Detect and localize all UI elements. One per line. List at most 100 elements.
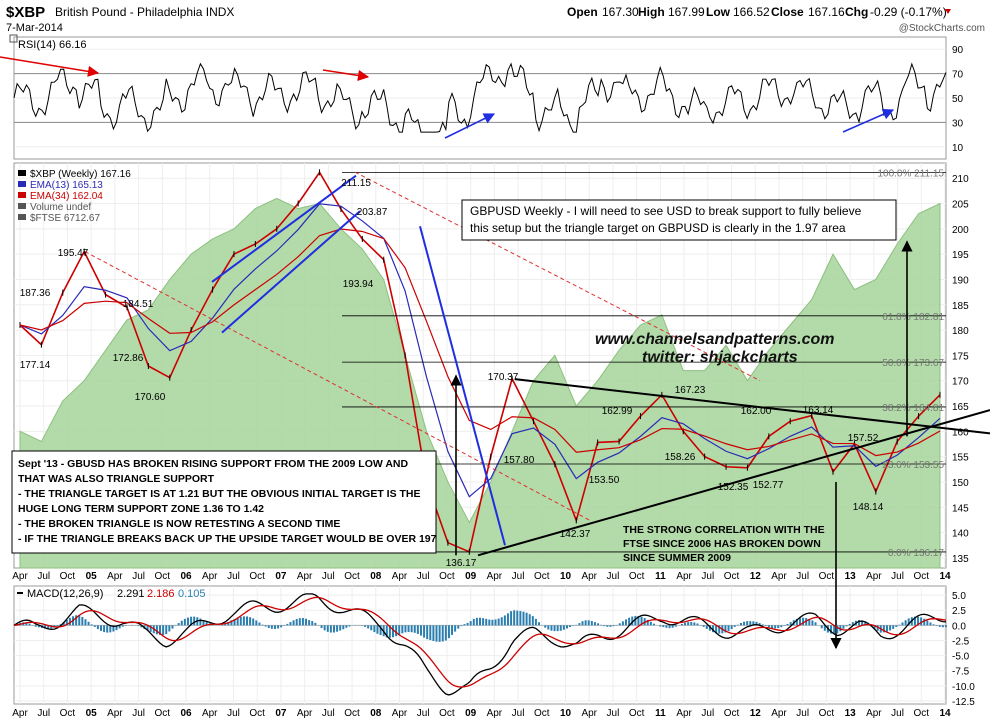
symbol-title: $XBP [6,4,45,21]
macd-value-1: 2.291 [117,588,145,600]
high-label: High [638,5,665,19]
gbpusd-comment-line-1: GBPUSD Weekly - I will need to see USD t… [470,204,862,218]
macd-x-tick: 06 [180,708,192,719]
price-y-tick: 140 [952,529,969,540]
legend-swatch [18,170,26,176]
price-x-tick: 14 [939,571,951,582]
chart-date: 7-Mar-2014 [6,22,63,34]
analysis-note-box [11,450,437,554]
price-y-tick: 155 [952,453,969,464]
rsi-blue-arrow [842,108,895,133]
rsi-title: RSI(14) 66.16 [18,39,86,51]
price-annotation: 157.52 [848,433,879,444]
fib-level-label: 61.8% 182.81 [882,312,944,323]
price-y-tick: 145 [952,503,969,514]
macd-x-tick: Oct [629,708,645,719]
price-x-tick: Apr [202,571,218,582]
price-x-tick: Jul [227,571,240,582]
macd-x-tick: Oct [155,708,171,719]
blue-channel-upper [211,174,357,283]
ftse-note-lines: THE STRONG CORRELATION WITH THE FTSE SINC… [623,524,825,564]
price-x-tick: Jul [417,571,430,582]
price-x-tick: 09 [465,571,477,582]
macd-x-tick: Jul [891,708,904,719]
red-dashed-trendline [84,251,591,521]
price-layer: 100.0% 211.15 61.8% 182.81 50.0% 173.67 38.… [19,168,990,650]
price-annotation: 211.15 [341,178,371,189]
price-annotation: 162.99 [602,406,633,417]
blue-breakdown-line [419,226,506,546]
price-annotation: 170.37 [488,372,519,383]
rsi-y-tick: 30 [952,118,964,129]
twitter-watermark: twitter: shjackcharts [642,349,798,366]
fib-level-label: 100.0% 211.15 [877,168,944,179]
macd-x-tick: Oct [534,708,550,719]
rsi-line [13,62,947,133]
legend-entry: Volume undef [30,202,91,213]
macd-value-3: 0.105 [178,588,206,600]
price-x-tick: Oct [724,571,740,582]
macd-x-tick: Apr [107,708,123,719]
price-annotation: 153.50 [589,475,620,486]
gbpusd-comment-box [461,199,897,241]
analysis-note-line: HUGE LONG TERM SUPPORT ZONE 1.36 TO 1.42 [18,503,264,515]
analysis-note-line: THAT WAS ALSO TRIANGLE SUPPORT [18,473,215,485]
ema13-line [19,203,941,498]
fib-level-label: 50.0% 173.67 [882,358,944,369]
price-y-tick: 170 [952,377,969,388]
rsi-red-arrow [322,69,370,81]
rsi-blue-arrow [444,113,496,139]
price-annotation: 172.86 [113,353,144,364]
macd-x-tick: Apr [866,708,882,719]
legend-entry: EMA(34) 162.04 [30,191,103,202]
macd-x-tick: Oct [724,708,740,719]
price-x-tick: Apr [297,571,313,582]
price-y-tick: 165 [952,402,969,413]
low-label: Low [706,5,731,19]
fib-level-label: 0.0% 136.17 [888,548,945,559]
macd-y-tick: -5.0 [952,652,970,663]
price-x-tick: Oct [629,571,645,582]
macd-x-tick: Apr [392,708,408,719]
symbol-name: British Pound - Philadelphia INDX [55,5,234,19]
macd-y-tick: 2.5 [952,606,966,617]
macd-x-tick: Oct [439,708,455,719]
macd-x-tick: Oct [819,708,835,719]
price-y-tick: 205 [952,200,969,211]
fib-level-label: 38.2% 164.81 [882,403,944,414]
legend-entry: $FTSE 6712.67 [30,213,100,224]
rsi-y-tick: 90 [952,45,964,56]
axes-layer: Apr Jul Oct 05 Apr Jul Oct 06 Apr Jul Oct 07 Apr Jul O… [12,45,975,719]
price-annotation: 170.60 [135,392,166,403]
open-label: Open [567,5,598,19]
price-x-tick: Apr [487,571,503,582]
ftse-note-line: SINCE SUMMER 2009 [623,552,731,564]
price-x-tick: Oct [534,571,550,582]
price-y-tick: 135 [952,554,969,565]
price-x-tick: Jul [701,571,714,582]
macd-x-tick: Oct [60,708,76,719]
price-x-tick: 12 [750,571,762,582]
price-x-tick: 07 [275,571,287,582]
price-line [19,170,941,553]
price-x-tick: Apr [676,571,692,582]
analysis-note-line: - THE BROKEN TRIANGLE IS NOW RETESTING A… [18,518,340,530]
ftse-note-line: THE STRONG CORRELATION WITH THE [623,524,825,536]
price-x-tick: Jul [37,571,50,582]
price-x-tick: Oct [914,571,930,582]
price-y-tick: 150 [952,478,969,489]
chg-label: Chg [845,5,868,19]
price-x-tick: 10 [560,571,572,582]
legend-entry: EMA(13) 165.13 [30,180,103,191]
price-y-tick: 195 [952,250,969,261]
rsi-y-tick: 50 [952,94,964,105]
price-x-tick: Apr [771,571,787,582]
price-y-tick: 210 [952,174,969,185]
macd-x-tick: Jul [701,708,714,719]
website-watermark: www.channelsandpatterns.com [595,331,834,348]
watermark: @StockCharts.com [899,23,985,34]
price-x-tick: Apr [866,571,882,582]
macd-x-tick: Jul [37,708,50,719]
macd-x-tick: Jul [796,708,809,719]
